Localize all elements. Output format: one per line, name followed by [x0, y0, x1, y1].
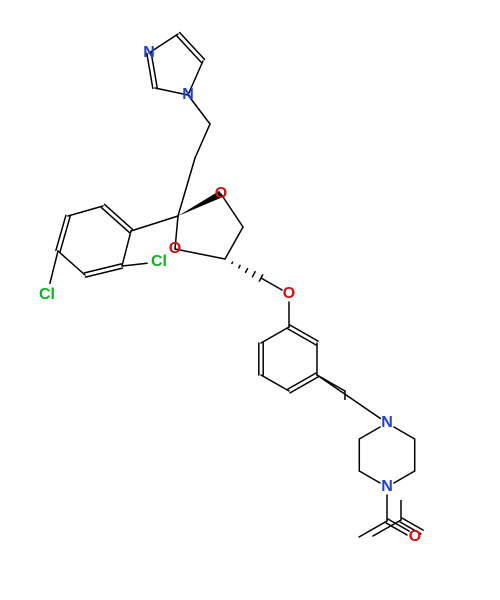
atom-imid_N3: N	[143, 45, 155, 61]
atom-keto_O: O	[409, 529, 421, 545]
atom-Cl2: Cl	[39, 287, 55, 303]
atom-imid_N1: N	[182, 87, 194, 103]
atom-ether_O: O	[283, 286, 295, 302]
atom-diox_O2: O	[169, 241, 181, 257]
bond-layer	[0, 0, 500, 600]
atom-diox_O1: O	[215, 186, 227, 202]
atom-pip_N4: N	[381, 479, 393, 495]
atom-pip_N1: N	[381, 415, 393, 431]
structure-canvas: NNOOONNOClCl	[0, 0, 500, 600]
atom-Cl1: Cl	[151, 254, 167, 270]
